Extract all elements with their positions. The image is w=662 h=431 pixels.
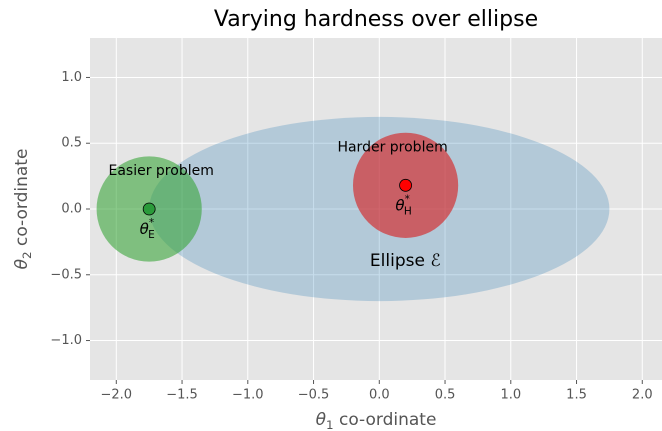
x-axis-label: θ1 co-ordinate	[316, 410, 437, 431]
x-tick-label: 0.0	[369, 388, 390, 403]
symbol: θ	[12, 258, 32, 269]
x-tick-label: −1.0	[232, 388, 264, 403]
point	[142, 202, 156, 216]
region-label: Easier problem	[108, 163, 213, 179]
x-tick-label: −1.5	[166, 388, 198, 403]
chart-title: Varying hardness over ellipse	[214, 7, 538, 32]
sub: H	[404, 205, 412, 217]
point	[399, 178, 412, 192]
text: co-ordinate	[12, 149, 32, 252]
point-label: θ* H	[395, 193, 411, 217]
y-tick-label: 0.5	[61, 136, 82, 151]
region-label: Harder problem	[337, 139, 447, 155]
x-tick-label: 2.0	[632, 388, 653, 403]
y-tick-label: −0.5	[50, 267, 82, 282]
x-tick-label: 1.5	[566, 388, 587, 403]
symbol: θ	[316, 410, 327, 430]
x-tick-label: −0.5	[298, 388, 330, 403]
y-tick-label: −1.0	[50, 333, 82, 348]
sub: 1	[326, 418, 334, 431]
text: co-ordinate	[334, 410, 437, 430]
point-label: θ* E	[140, 217, 155, 241]
symbol: θ	[395, 196, 404, 214]
sup: *	[405, 193, 410, 205]
x-tick-label: 1.0	[500, 388, 521, 403]
sub: E	[148, 229, 155, 241]
x-tick-label: 0.5	[435, 388, 456, 403]
sup: *	[149, 217, 154, 229]
y-axis-label: θ2 co-ordinate	[12, 149, 34, 270]
sub: 2	[20, 251, 34, 259]
symbol: θ	[140, 220, 149, 238]
y-tick-label: 0.0	[61, 202, 82, 217]
y-tick-label: 1.0	[61, 70, 82, 85]
x-tick-label: −2.0	[101, 388, 133, 403]
region-label: Ellipse ℰ	[370, 251, 441, 271]
